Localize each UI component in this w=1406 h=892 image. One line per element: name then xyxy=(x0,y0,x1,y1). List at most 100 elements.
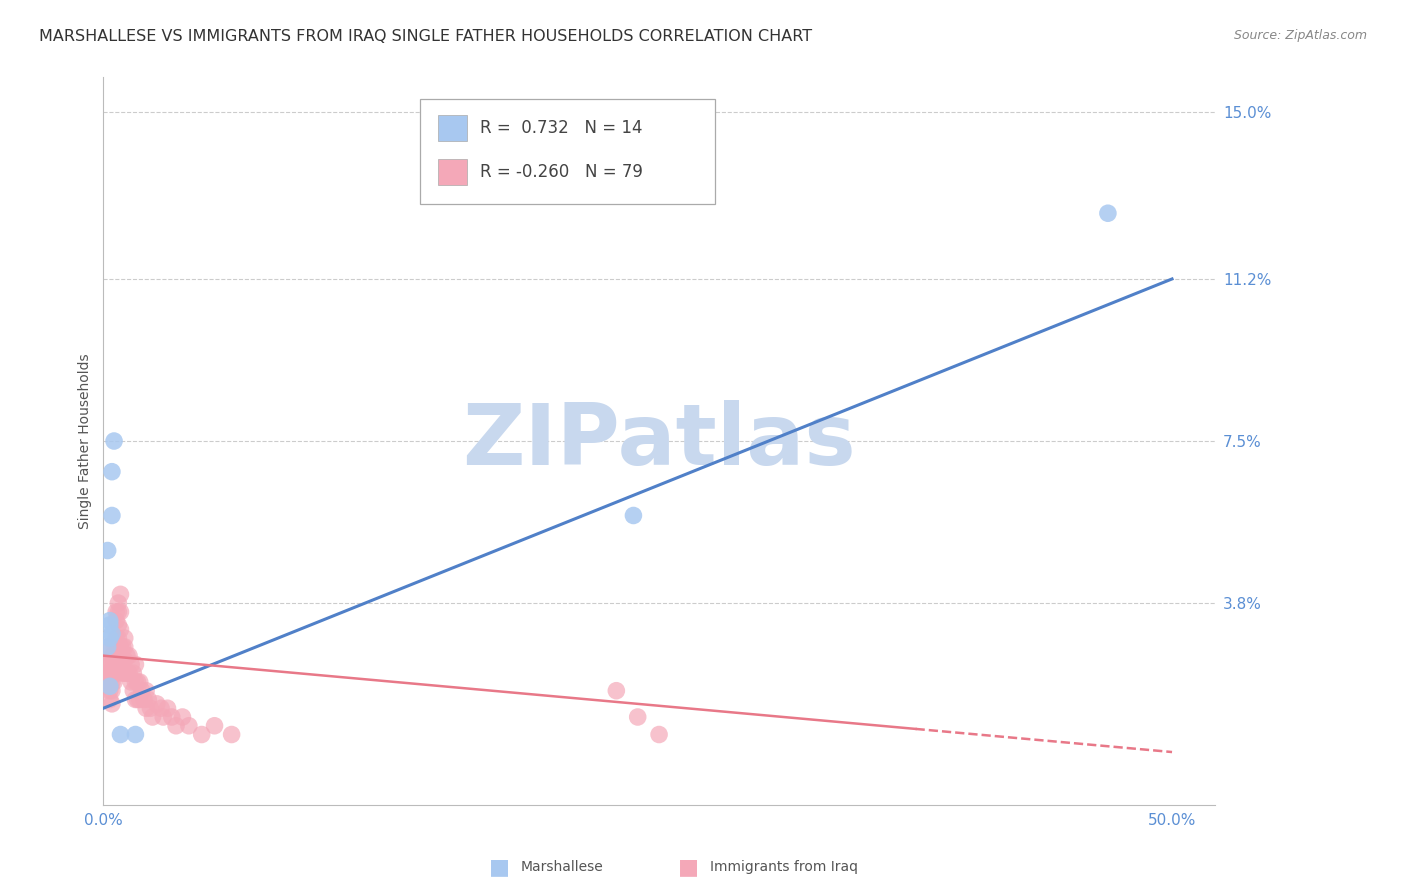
Point xyxy=(128,692,150,706)
Point xyxy=(204,719,226,733)
Point xyxy=(103,640,125,654)
Text: R = -0.260   N = 79: R = -0.260 N = 79 xyxy=(479,163,643,181)
Point xyxy=(98,666,121,681)
Point xyxy=(122,666,145,681)
Text: Source: ZipAtlas.com: Source: ZipAtlas.com xyxy=(1233,29,1367,42)
Point xyxy=(132,692,155,706)
Point xyxy=(221,727,243,741)
Point xyxy=(110,640,132,654)
Point xyxy=(103,434,125,448)
Point xyxy=(136,692,159,706)
Point xyxy=(98,653,121,667)
Point xyxy=(97,640,120,654)
Point xyxy=(623,508,645,523)
Point xyxy=(98,679,121,693)
Point xyxy=(107,605,129,619)
Point xyxy=(114,631,136,645)
Bar xyxy=(437,115,467,142)
Point xyxy=(172,710,194,724)
Point xyxy=(114,653,136,667)
Point xyxy=(141,710,163,724)
Point xyxy=(110,727,132,741)
Point xyxy=(107,640,129,654)
Point xyxy=(135,683,157,698)
Point xyxy=(124,657,146,672)
Point xyxy=(122,683,145,698)
Point xyxy=(156,701,179,715)
Point xyxy=(107,631,129,645)
Point xyxy=(115,666,138,681)
Point xyxy=(110,623,132,637)
Point xyxy=(165,719,187,733)
Point xyxy=(105,666,128,681)
Y-axis label: Single Father Households: Single Father Households xyxy=(79,353,93,529)
Text: Marshallese: Marshallese xyxy=(520,860,603,874)
Point xyxy=(114,640,136,654)
Point xyxy=(115,648,138,663)
Point xyxy=(152,710,174,724)
Point xyxy=(101,675,124,690)
Point xyxy=(97,640,120,654)
Point xyxy=(103,666,125,681)
Point xyxy=(118,648,141,663)
Point xyxy=(107,618,129,632)
Point xyxy=(103,657,125,672)
Point xyxy=(118,666,141,681)
Point xyxy=(97,666,120,681)
Point xyxy=(648,727,671,741)
Point xyxy=(94,675,117,690)
Point xyxy=(101,627,124,641)
Point xyxy=(150,701,173,715)
Text: MARSHALLESE VS IMMIGRANTS FROM IRAQ SINGLE FATHER HOUSEHOLDS CORRELATION CHART: MARSHALLESE VS IMMIGRANTS FROM IRAQ SING… xyxy=(39,29,813,44)
Point xyxy=(101,697,124,711)
FancyBboxPatch shape xyxy=(420,98,714,204)
Text: ZIPatlas: ZIPatlas xyxy=(463,400,856,483)
Point xyxy=(605,683,627,698)
Point xyxy=(98,683,121,698)
Point xyxy=(98,618,121,632)
Point xyxy=(111,666,134,681)
Point xyxy=(101,465,124,479)
Point xyxy=(97,653,120,667)
Point xyxy=(146,697,169,711)
Point xyxy=(105,605,128,619)
Point xyxy=(124,675,146,690)
Point xyxy=(127,692,149,706)
Point xyxy=(107,657,129,672)
Point xyxy=(101,683,124,698)
Text: R =  0.732   N = 14: R = 0.732 N = 14 xyxy=(479,120,643,137)
Point xyxy=(101,657,124,672)
Point xyxy=(124,727,146,741)
Point xyxy=(110,587,132,601)
Point xyxy=(97,543,120,558)
Point xyxy=(103,648,125,663)
Point xyxy=(103,675,125,690)
Point xyxy=(139,701,162,715)
Point xyxy=(98,675,121,690)
Point xyxy=(105,631,128,645)
Point xyxy=(101,648,124,663)
Point xyxy=(177,719,200,733)
Point xyxy=(94,666,117,681)
Point xyxy=(111,640,134,654)
Point xyxy=(131,683,153,698)
Point xyxy=(627,710,650,724)
Point xyxy=(120,675,142,690)
Point xyxy=(190,727,212,741)
Point xyxy=(124,692,146,706)
Text: ■: ■ xyxy=(489,857,509,877)
Point xyxy=(160,710,183,724)
Point xyxy=(101,666,124,681)
Bar xyxy=(437,159,467,185)
Point xyxy=(111,653,134,667)
Point xyxy=(105,648,128,663)
Point xyxy=(1097,206,1119,220)
Point xyxy=(107,596,129,610)
Point xyxy=(105,614,128,628)
Text: Immigrants from Iraq: Immigrants from Iraq xyxy=(710,860,858,874)
Point xyxy=(120,657,142,672)
Point xyxy=(98,614,121,628)
Point xyxy=(110,605,132,619)
Point xyxy=(98,692,121,706)
Point xyxy=(128,675,150,690)
